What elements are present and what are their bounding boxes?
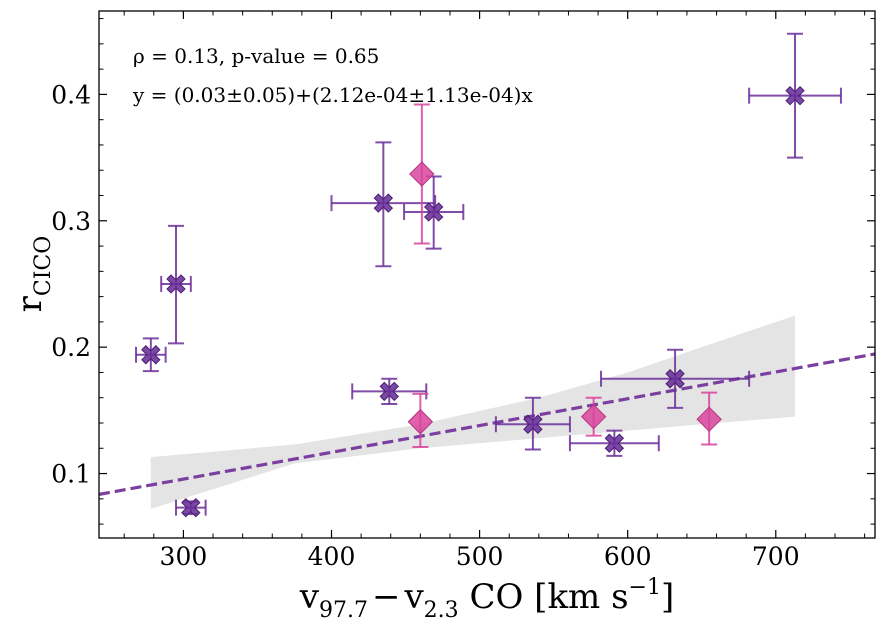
x-marker [523, 414, 543, 434]
cross-point-6 [494, 396, 571, 451]
diamond-marker [407, 409, 434, 435]
diamond-point-3 [696, 391, 722, 446]
x-marker [379, 381, 399, 402]
diamond-marker [580, 403, 607, 430]
x-tick-label: 700 [752, 542, 800, 571]
x-tick-label: 500 [456, 542, 504, 571]
x-tick-label: 300 [160, 542, 208, 571]
fit-line [99, 352, 875, 496]
x-marker [373, 193, 394, 213]
cross-point-3 [330, 141, 437, 268]
x-axis-title: v97.7− v2.3 CO [km s−1] [299, 575, 675, 623]
cross-point-9 [748, 32, 842, 159]
x-marker [665, 369, 685, 389]
diamond-point-1 [407, 392, 434, 449]
x-marker [166, 274, 186, 294]
confidence-band [150, 315, 796, 509]
confidence-band-layer [150, 315, 796, 509]
annotation-correlation: ρ = 0.13, p-value = 0.65 [133, 44, 379, 68]
x-marker [604, 433, 625, 453]
x-marker [785, 85, 805, 106]
diamond-point-2 [580, 396, 607, 437]
fit-line-layer [99, 352, 875, 496]
x-marker [181, 497, 201, 518]
diamond-marker [409, 161, 435, 187]
x-marker [423, 202, 444, 222]
x-tick-label: 600 [604, 542, 652, 571]
x-marker [141, 345, 161, 365]
y-tick-label: 0.1 [51, 460, 91, 489]
y-tick-label: 0.3 [51, 207, 91, 236]
diamond-marker [696, 406, 722, 432]
cross-point-7 [568, 429, 660, 457]
cross-point-2 [175, 497, 207, 518]
plot-frame [98, 10, 876, 539]
cross-point-8 [600, 348, 751, 409]
diamond-point-0 [409, 103, 435, 245]
data-points-layer [135, 32, 842, 518]
cross-point-5 [351, 377, 428, 406]
annotation-fit-equation: y = (0.03±0.05)+(2.12e-04±1.13e-04)x [132, 83, 533, 107]
axes: 300 400 500 600 700 0.1 0.2 0.3 0.4 [51, 10, 876, 571]
y-tick-label: 0.4 [51, 80, 91, 109]
y-axis-title: rCICO [10, 236, 56, 313]
x-tick-label: 400 [308, 542, 356, 571]
cross-point-4 [403, 175, 465, 250]
cross-point-1 [160, 224, 192, 345]
cross-point-0 [135, 337, 167, 373]
y-tick-label: 0.2 [51, 333, 91, 362]
